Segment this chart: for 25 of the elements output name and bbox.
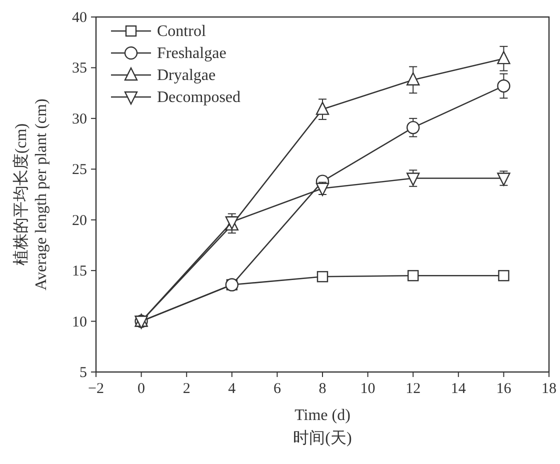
legend-label: Freshalgae [157, 45, 226, 62]
y-tick-label: 5 [80, 365, 87, 381]
x-tick-label: 18 [542, 381, 556, 397]
x-tick-label: 10 [360, 381, 376, 397]
x-tick-label: 2 [182, 381, 190, 397]
x-tick-label: 16 [496, 381, 512, 397]
legend-label: Control [157, 23, 206, 40]
y-tick-label: 25 [72, 162, 87, 178]
y-axis-title: 植株的平均长度(cm) Average length per plant (cm) [12, 98, 50, 290]
y-tick-label: 20 [72, 212, 87, 229]
x-tick-label: 8 [318, 381, 326, 397]
y-tick-label: 35 [72, 60, 87, 77]
x-tick-label: 12 [406, 381, 421, 397]
x-tick-label: 4 [228, 381, 236, 397]
legend-label: Dryalgae [157, 67, 216, 84]
x-tick-label: 6 [273, 381, 282, 397]
y-tick-label: 10 [72, 314, 87, 330]
x-tick-label: 0 [138, 381, 146, 397]
y-tick-label: 40 [72, 10, 87, 26]
legend-label: Decomposed [157, 89, 241, 106]
x-axis-title: Time (d) 时间(天) [293, 407, 352, 447]
x-tick-label: −2 [88, 381, 104, 397]
y-tick-label: 15 [72, 264, 87, 280]
x-tick-label: 14 [450, 381, 466, 397]
y-tick-label: 30 [72, 111, 87, 128]
